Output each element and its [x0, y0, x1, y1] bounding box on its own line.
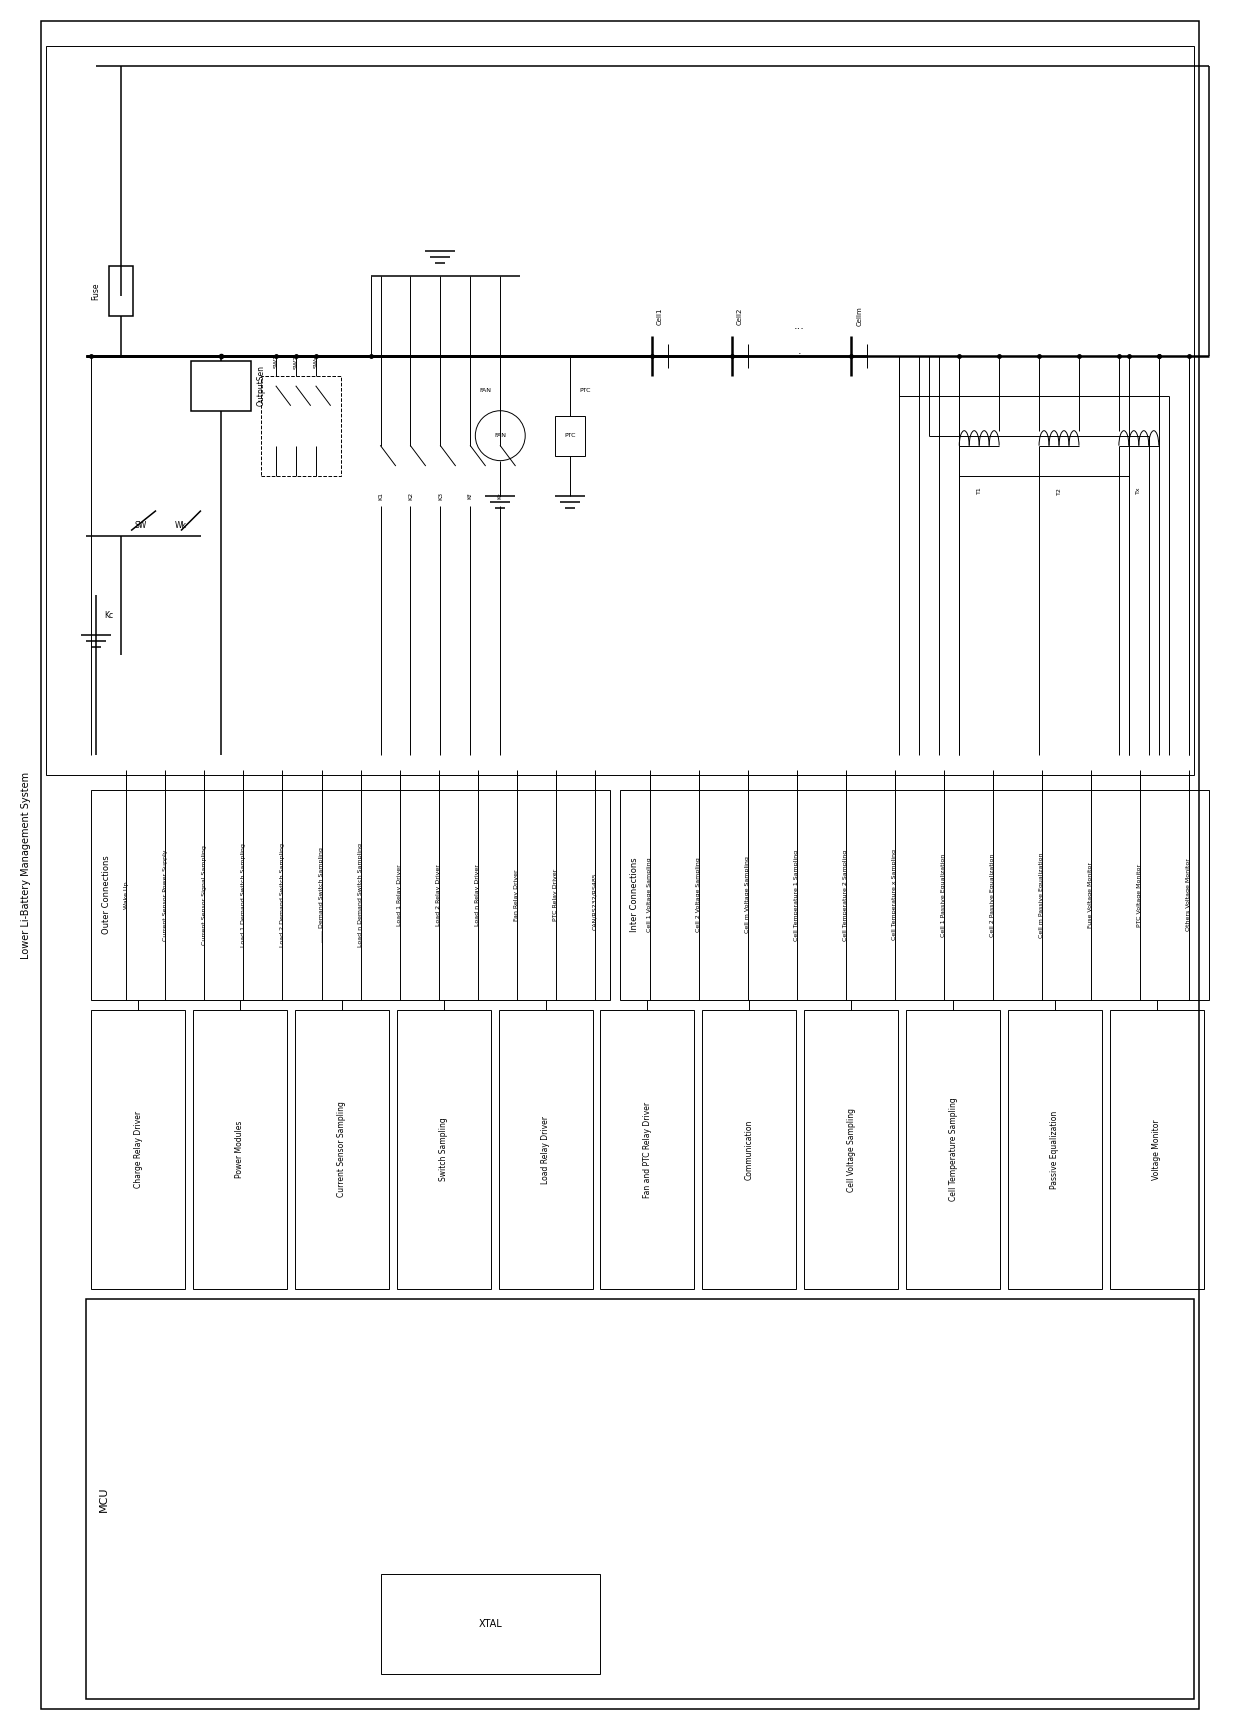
Text: Cell 2 Voltage Sampling: Cell 2 Voltage Sampling — [697, 857, 702, 932]
Text: Cell1: Cell1 — [657, 307, 663, 324]
Text: Current Sensor Power Supply: Current Sensor Power Supply — [162, 849, 167, 940]
Bar — [109, 266, 133, 316]
Text: SWn: SWn — [314, 354, 319, 367]
Text: MCU: MCU — [99, 1487, 109, 1511]
Bar — [620, 790, 1209, 1000]
Text: T2: T2 — [1056, 486, 1061, 495]
Text: Cell Voltage Sampling: Cell Voltage Sampling — [847, 1107, 856, 1192]
Text: Inter Connections: Inter Connections — [630, 857, 640, 932]
Text: Load 2 Demand Switch Sampling: Load 2 Demand Switch Sampling — [280, 844, 285, 947]
Bar — [702, 1009, 796, 1289]
Text: .: . — [797, 345, 801, 355]
Bar — [295, 1009, 389, 1289]
Text: Fuse: Fuse — [92, 283, 100, 300]
Text: Cell m Voltage Sampling: Cell m Voltage Sampling — [745, 857, 750, 933]
Text: XTAL: XTAL — [479, 1618, 502, 1628]
Text: CAN/RS232/RS485......: CAN/RS232/RS485...... — [593, 861, 598, 930]
Text: Wk: Wk — [175, 521, 187, 530]
Text: PTC Relay Driver: PTC Relay Driver — [553, 869, 558, 921]
Text: Outer Connections: Outer Connections — [102, 856, 110, 935]
Bar — [193, 1009, 286, 1289]
Text: Power Modules: Power Modules — [236, 1121, 244, 1178]
Bar — [556, 416, 585, 455]
Text: Load n Demand Switch Sampling: Load n Demand Switch Sampling — [358, 844, 363, 947]
Text: OutputSen: OutputSen — [257, 366, 265, 407]
Text: FAN: FAN — [495, 433, 506, 438]
Bar — [498, 1009, 593, 1289]
Bar — [600, 1009, 694, 1289]
Text: Kc: Kc — [104, 611, 113, 619]
Bar — [260, 376, 341, 476]
Bar — [92, 1009, 185, 1289]
Text: Load Relay Driver: Load Relay Driver — [541, 1116, 551, 1183]
Text: Load 1 Demand Switch Sampling: Load 1 Demand Switch Sampling — [241, 844, 246, 947]
Text: Cellm: Cellm — [857, 305, 863, 326]
Text: Tx: Tx — [1136, 486, 1141, 495]
Text: Fan Relay Driver: Fan Relay Driver — [515, 869, 520, 921]
Text: Wake Up: Wake Up — [124, 881, 129, 909]
Text: Current Sensor Sampling: Current Sensor Sampling — [337, 1102, 346, 1197]
Text: Load 1 Relay Driver: Load 1 Relay Driver — [397, 864, 402, 926]
Bar — [1008, 1009, 1102, 1289]
Bar — [381, 1573, 600, 1673]
Text: Switch Sampling: Switch Sampling — [439, 1118, 448, 1182]
Text: Cell Temperature Sampling: Cell Temperature Sampling — [949, 1097, 957, 1201]
Text: SW: SW — [135, 521, 148, 530]
Bar — [906, 1009, 999, 1289]
Text: Kf: Kf — [467, 492, 472, 499]
Text: Passive Equalization: Passive Equalization — [1050, 1111, 1059, 1189]
Text: PTC: PTC — [579, 388, 590, 393]
Bar — [87, 1299, 1194, 1699]
Text: SW2.: SW2. — [293, 354, 299, 369]
Text: Kr: Kr — [497, 492, 502, 499]
Text: ...: ... — [794, 321, 805, 331]
Text: T1: T1 — [977, 486, 982, 495]
Text: Cell2: Cell2 — [737, 307, 743, 324]
Bar — [191, 361, 250, 411]
Bar — [805, 1009, 898, 1289]
Text: Charge Relay Driver: Charge Relay Driver — [134, 1111, 143, 1189]
Text: Cell 1 Passive Equalization: Cell 1 Passive Equalization — [941, 854, 946, 937]
Bar — [46, 47, 1194, 775]
Text: Cell Temperature x Sampling: Cell Temperature x Sampling — [893, 849, 898, 940]
Text: FAN: FAN — [480, 388, 491, 393]
Text: Cell Temperature 2 Sampling: Cell Temperature 2 Sampling — [843, 849, 848, 940]
Text: Current Sensor Signal Sampling: Current Sensor Signal Sampling — [202, 845, 207, 945]
Text: PTC Voltage Monitor: PTC Voltage Monitor — [1137, 864, 1142, 926]
Text: K1: K1 — [378, 492, 383, 500]
Text: K3: K3 — [438, 492, 443, 500]
Text: Load n Relay Driver: Load n Relay Driver — [475, 864, 480, 926]
Text: SW1: SW1 — [273, 354, 278, 367]
Text: Cell m Passive Equalization: Cell m Passive Equalization — [1039, 852, 1044, 938]
Text: Fuse Voltage Monitor: Fuse Voltage Monitor — [1089, 862, 1094, 928]
Text: PTC: PTC — [564, 433, 575, 438]
Text: K2: K2 — [408, 492, 413, 500]
Bar — [397, 1009, 491, 1289]
Text: ...... Demand Switch Sampling: ...... Demand Switch Sampling — [319, 847, 324, 942]
Text: Voltage Monitor: Voltage Monitor — [1152, 1120, 1161, 1180]
Text: Fan and PTC Relay Driver: Fan and PTC Relay Driver — [642, 1102, 652, 1197]
Text: Cell 2 Passive Equalization: Cell 2 Passive Equalization — [991, 854, 996, 937]
Text: Communication: Communication — [745, 1120, 754, 1180]
Text: Cell Temperature 1 Sampling: Cell Temperature 1 Sampling — [795, 849, 800, 940]
Bar — [1110, 1009, 1204, 1289]
Text: Load 2 Relay Driver: Load 2 Relay Driver — [436, 864, 441, 926]
Text: Cell 1 Voltage Sampling: Cell 1 Voltage Sampling — [647, 857, 652, 932]
Text: Lower Li-Battery Management System: Lower Li-Battery Management System — [21, 771, 31, 959]
Text: Others Voltage Monitor: Others Voltage Monitor — [1187, 859, 1192, 932]
Bar — [92, 790, 610, 1000]
